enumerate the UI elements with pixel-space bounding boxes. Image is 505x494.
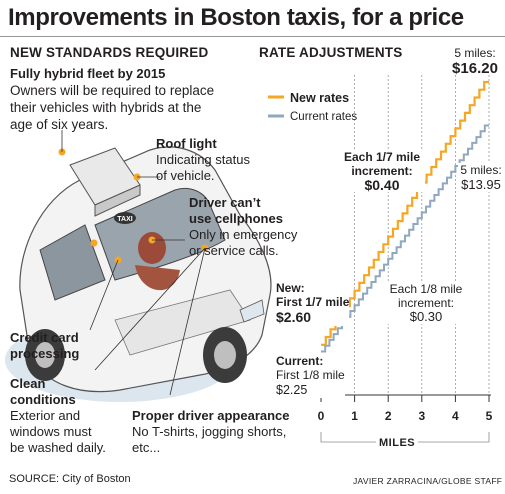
x-tick-label: 4 — [452, 409, 459, 423]
roof-light-heading: Roof light — [156, 136, 217, 151]
driver-body — [135, 265, 180, 291]
title-divider — [0, 36, 505, 37]
appearance-text-line: etc... — [132, 440, 161, 455]
leader-line — [94, 247, 206, 371]
side-window — [39, 224, 106, 301]
series-new-rates — [321, 80, 489, 346]
x-tick-label: 3 — [418, 409, 425, 423]
series-current-rates — [321, 124, 489, 353]
headlight — [239, 299, 265, 323]
legend-label-current: Current rates — [290, 111, 357, 123]
clean-heading: Clean — [10, 376, 46, 391]
new-end-value: $16.20 — [452, 60, 498, 77]
chart-x-axis: 0 1 2 3 4 5 — [318, 394, 493, 443]
source-note: SOURCE: City of Boston — [9, 473, 131, 485]
cellphone-heading: Driver can’t — [189, 195, 261, 210]
current-start-line: First 1/8 mile — [276, 368, 345, 382]
hybrid-heading: Fully hybrid fleet by 2015 — [10, 66, 166, 81]
current-start-line: Current: — [276, 354, 324, 368]
current-end-value: $13.95 — [461, 177, 501, 192]
new-increment-line: Each 1/7 mile — [343, 150, 421, 164]
hybrid-text-line: their vehicles with hybrids at the — [10, 100, 202, 115]
current-increment-label: Each 1/8 mile increment: $0.30 — [386, 282, 466, 324]
roof-light-text-line: Indicating status — [156, 152, 250, 167]
standards-section-title: NEW STANDARDS REQUIRED — [10, 45, 209, 60]
current-increment-line: increment: — [397, 296, 455, 310]
current-increment-line: Each 1/8 mile — [389, 282, 463, 296]
new-start-label: New: First 1/7 mile $2.60 — [276, 281, 350, 326]
taxi-illustration: TAXI — [5, 130, 272, 402]
appearance-text-line: No T-shirts, jogging shorts, — [132, 424, 287, 439]
x-tick-label: 5 — [486, 409, 493, 423]
leader-line — [169, 247, 206, 396]
new-increment-line: increment: — [351, 164, 413, 178]
new-end-line: 5 miles: — [454, 46, 496, 60]
new-end-label: 5 miles: $16.20 — [448, 46, 502, 77]
credit-line: JAVIER ZARRACINA/GLOBE STAFF — [353, 476, 503, 486]
new-increment-label: Each 1/7 mile increment: $0.40 — [339, 150, 425, 192]
chart-gridlines — [354, 75, 490, 395]
roof-light-side — [94, 184, 141, 217]
taxi-sign-text: TAXI — [117, 216, 132, 223]
hybrid-text-line: Owners will be required to replace — [10, 83, 215, 98]
x-tick-label: 1 — [351, 409, 358, 423]
rates-section-title: RATE ADJUSTMENTS — [259, 45, 403, 60]
cellphone-marker — [90, 239, 98, 247]
legend-label-new: New rates — [290, 91, 349, 105]
current-start-value: $2.25 — [276, 383, 308, 397]
x-axis-title: MILES — [376, 437, 419, 449]
current-increment-value: $0.30 — [409, 309, 443, 324]
roof-light-callout: Roof light Indicating status of vehicle. — [156, 136, 250, 184]
clean-callout: Clean conditions Exterior and windows mu… — [10, 376, 106, 456]
new-increment-value: $0.40 — [364, 177, 400, 193]
chart-series — [321, 80, 489, 353]
current-start-label: Current: First 1/8 mile $2.25 — [276, 354, 345, 398]
new-start-line: New: — [276, 281, 305, 295]
hybrid-text-line: age of six years. — [10, 117, 109, 132]
credit-card-callout: Credit card processing — [10, 330, 79, 362]
x-tick-label: 0 — [318, 409, 325, 423]
wheel-hub — [214, 341, 236, 369]
new-start-line: First 1/7 mile — [276, 295, 350, 309]
cellphone-text-line: or service calls. — [189, 243, 279, 258]
taxi-sign — [114, 212, 136, 224]
new-start-value: $2.60 — [276, 309, 312, 325]
hybrid-callout: Fully hybrid fleet by 2015 Owners will b… — [10, 66, 214, 133]
current-end-line: 5 miles: — [460, 163, 502, 177]
roof-light-text-line: of vehicle. — [156, 168, 215, 183]
clean-heading: conditions — [10, 392, 76, 407]
cellphone-callout: Driver can’t use cellphones Only in emer… — [189, 195, 297, 259]
cellphone-text-line: Only in emergency — [189, 227, 298, 242]
appearance-heading: Proper driver appearance — [132, 408, 290, 423]
credit-card-heading: processing — [10, 346, 80, 361]
clean-text-line: windows must — [10, 424, 92, 439]
leader-line — [89, 259, 119, 331]
cellphone-heading: use cellphones — [189, 211, 283, 226]
clean-text-line: Exterior and — [10, 408, 81, 423]
x-tick-label: 2 — [385, 409, 392, 423]
appearance-callout: Proper driver appearance No T-shirts, jo… — [132, 408, 290, 456]
credit-card-heading: Credit card — [10, 330, 79, 345]
current-end-label: 5 miles: $13.95 — [458, 163, 504, 192]
page-title: Improvements in Boston taxis, for a pric… — [8, 4, 464, 31]
wheel-hub — [35, 342, 55, 368]
clean-text-line: be washed daily. — [10, 440, 106, 455]
